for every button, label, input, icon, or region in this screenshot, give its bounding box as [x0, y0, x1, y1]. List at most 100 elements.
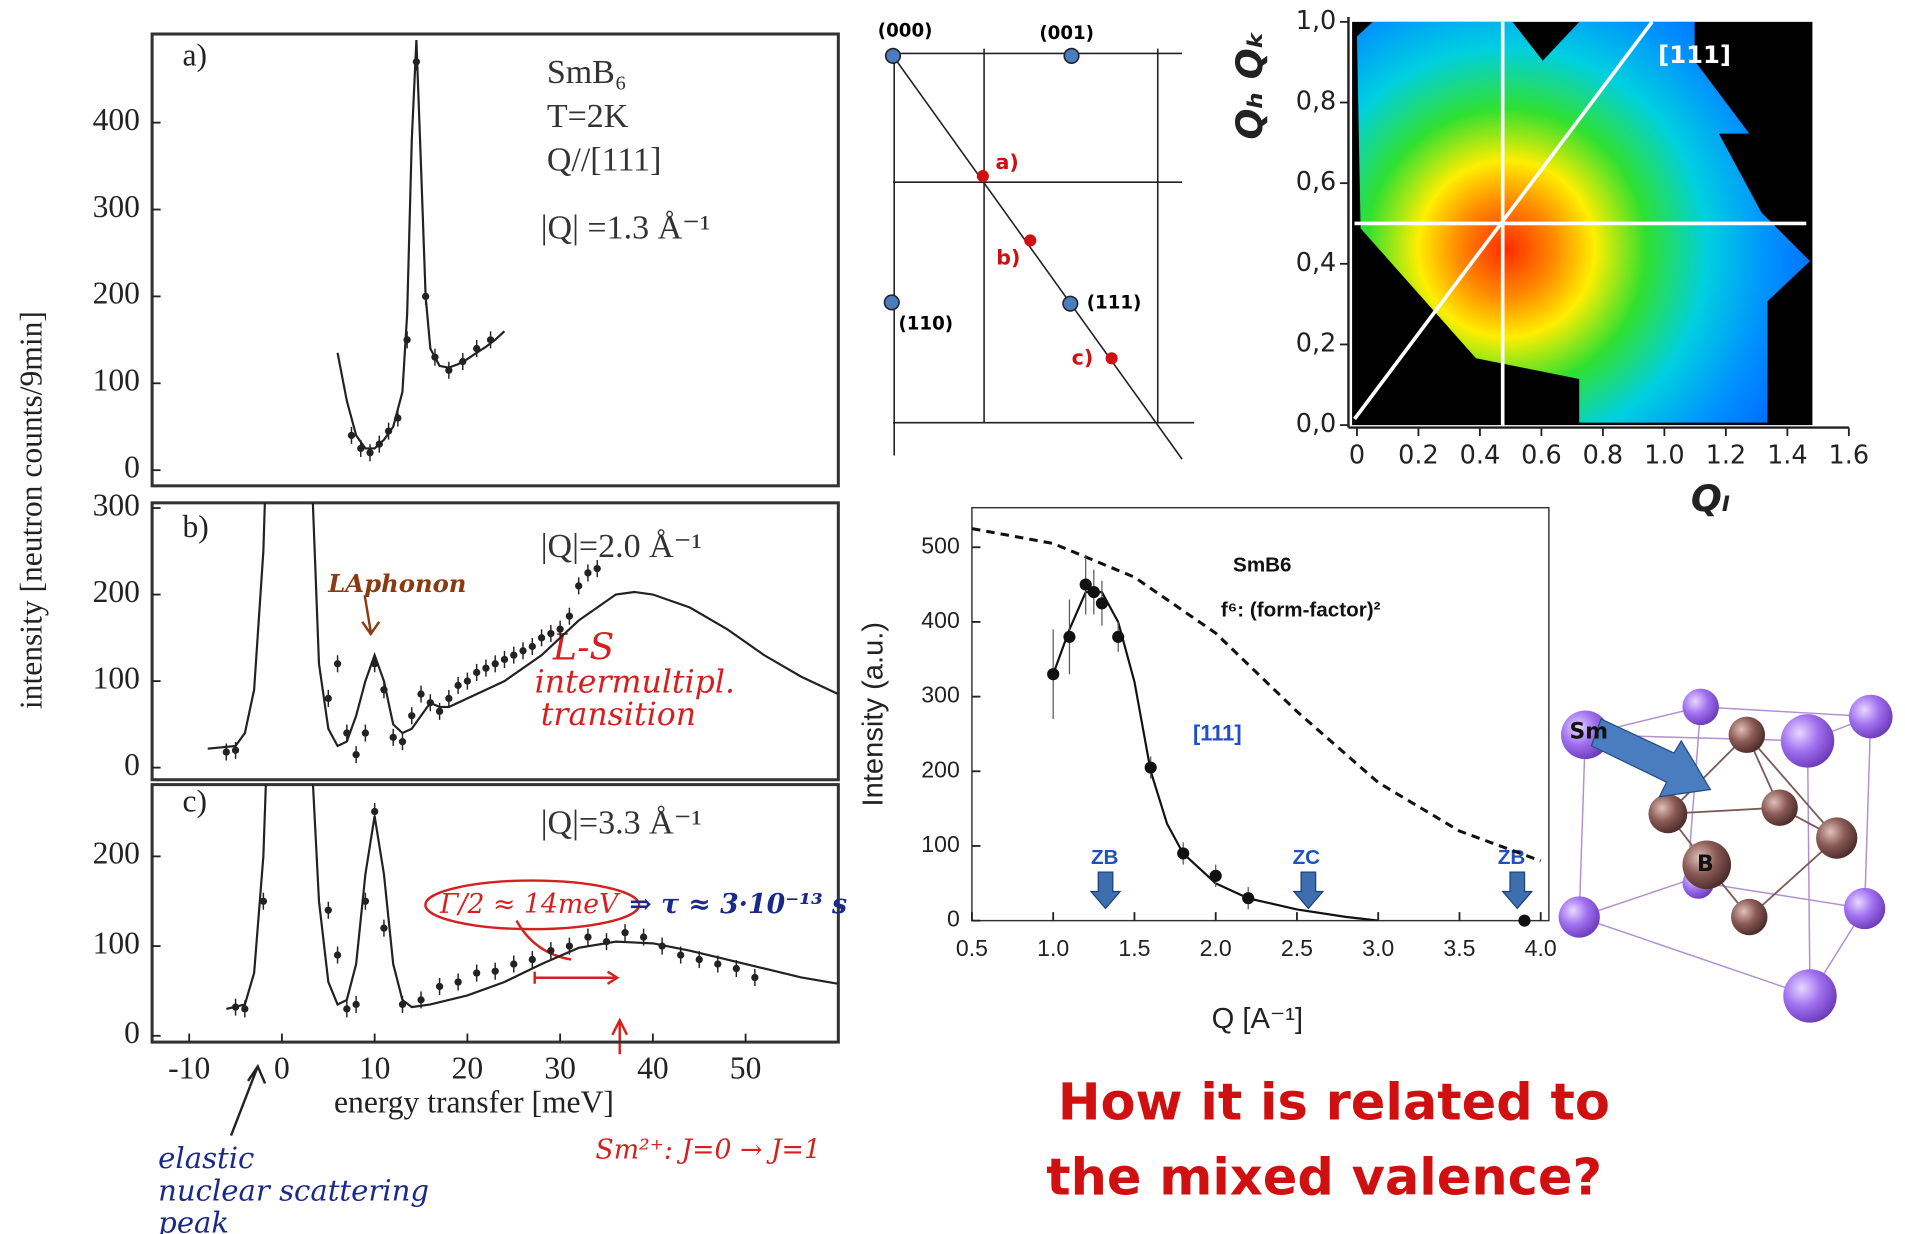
chart: 0 100 200 -10 0 10 20 30 40 50 c) energy transfer [… — [93, 783, 847, 1234]
heatmap-image — [1352, 20, 1813, 428]
data-point — [347, 431, 356, 440]
crystal-structure: Sm B — [1558, 688, 1893, 1023]
y-tick-label: 0,0 — [1296, 409, 1337, 439]
atom-label: Sm — [1570, 719, 1609, 744]
fit-line — [336, 40, 506, 450]
chart: 0 100 200 300 400 a) intensity [neutron counts… — [14, 32, 840, 709]
data-point — [357, 444, 365, 453]
data-point — [482, 664, 490, 672]
data-point — [639, 933, 648, 941]
x-tick-label: 1.0 — [1644, 441, 1685, 471]
data-point — [528, 642, 536, 651]
data-point — [1177, 847, 1190, 860]
data-point — [1087, 585, 1100, 599]
node — [884, 47, 902, 64]
x-tick-label: 0.5 — [956, 935, 988, 961]
data-point — [584, 569, 592, 577]
data-point — [324, 906, 332, 914]
annotation: SmB₆ — [547, 54, 627, 91]
data-point — [593, 564, 601, 573]
data-point — [398, 738, 407, 746]
data-point — [435, 982, 444, 991]
arrow — [515, 920, 572, 961]
pointer-arrow — [1590, 718, 1712, 798]
annotation: Γ/2 ≈ 14meV — [439, 889, 621, 920]
data-point — [343, 1005, 351, 1013]
data-point — [473, 668, 481, 677]
x-tick-label: 50 — [730, 1050, 762, 1085]
b-atom — [1816, 817, 1858, 859]
node-label: a) — [995, 150, 1018, 174]
data-point — [584, 933, 592, 941]
x-tick-label: 40 — [637, 1050, 669, 1085]
annotation: |Q|=3.3 Å⁻¹ — [541, 805, 702, 842]
cell-edge — [1806, 740, 1811, 996]
annotation: ZC — [1293, 846, 1321, 869]
node — [1024, 234, 1037, 247]
y-tick-label: 200 — [93, 276, 140, 311]
sm-atom — [1558, 896, 1600, 938]
plot-frame — [971, 506, 1550, 922]
annotation: f⁶: (form-factor)² — [1221, 598, 1381, 621]
y-tick-label: 400 — [93, 102, 140, 137]
data-point — [1518, 914, 1531, 927]
data-point — [491, 660, 499, 668]
hand-arrows — [229, 594, 641, 1137]
data-point — [732, 964, 740, 973]
data-point — [408, 712, 416, 720]
arrow — [361, 594, 381, 637]
sm-atom — [1780, 714, 1835, 768]
data-point — [454, 978, 462, 986]
data-point — [222, 748, 230, 756]
x-tick-label: 0 — [1349, 441, 1365, 471]
b-atom — [1682, 840, 1732, 890]
arrow — [611, 1017, 629, 1055]
outline — [424, 879, 641, 931]
data-point — [1095, 597, 1109, 610]
data-point — [1063, 630, 1076, 643]
y-tick-label: 300 — [93, 189, 140, 224]
data-point — [231, 746, 240, 754]
x-tick-label: 20 — [452, 1050, 484, 1085]
data-point — [537, 634, 546, 642]
data-point — [510, 960, 518, 968]
node — [1062, 295, 1079, 312]
bond — [1746, 734, 1838, 839]
fit-line — [971, 527, 1542, 863]
annotation: Sm²⁺: J=0 → J=1 — [595, 1134, 821, 1165]
x-tick-label: 30 — [544, 1050, 576, 1085]
panel-label: b) — [182, 509, 208, 544]
y-tick-label: 200 — [921, 756, 959, 782]
b-atom — [1728, 716, 1766, 754]
plot-frame — [150, 501, 840, 782]
data-point — [519, 647, 527, 655]
annotation: ZB — [1091, 846, 1119, 869]
y-tick-label: 0,8 — [1296, 87, 1337, 117]
data-point — [473, 969, 481, 977]
chart: 0 100 200 300 400 500 0.5 1.0 1.5 2.0 2.5 3.0 3.5 4.0… — [857, 506, 1557, 1035]
y-tick-label: 100 — [93, 363, 140, 398]
x-tick-label: 1.6 — [1829, 441, 1870, 471]
data-point — [1209, 869, 1222, 882]
y-tick-label: 0,6 — [1296, 167, 1337, 197]
data-point — [445, 694, 453, 703]
atom-label: B — [1697, 852, 1714, 877]
b-atom — [1731, 898, 1768, 936]
x-tick-label: 0 — [274, 1050, 290, 1085]
node-label: (000) — [878, 21, 933, 42]
chart: 0 100 200 300 b) |Q|=2.0 Å⁻¹ LAphonon L-Sinterm… — [93, 487, 840, 782]
lattice-line — [892, 55, 1183, 460]
x-tick-label: 1.0 — [1037, 935, 1069, 961]
x-tick-label: 4.0 — [1525, 935, 1557, 961]
x-tick-label: 0.2 — [1398, 441, 1439, 471]
node-label: (001) — [1039, 23, 1094, 44]
data-point — [491, 967, 499, 975]
x-tick-label: 0.4 — [1460, 441, 1501, 471]
data-point — [371, 807, 379, 816]
b-atom — [1648, 794, 1688, 834]
annotation: Q//[111] — [547, 142, 662, 179]
x-tick-label: 10 — [359, 1050, 391, 1085]
data-point — [366, 449, 374, 457]
node — [976, 170, 989, 183]
data-point — [417, 690, 425, 698]
